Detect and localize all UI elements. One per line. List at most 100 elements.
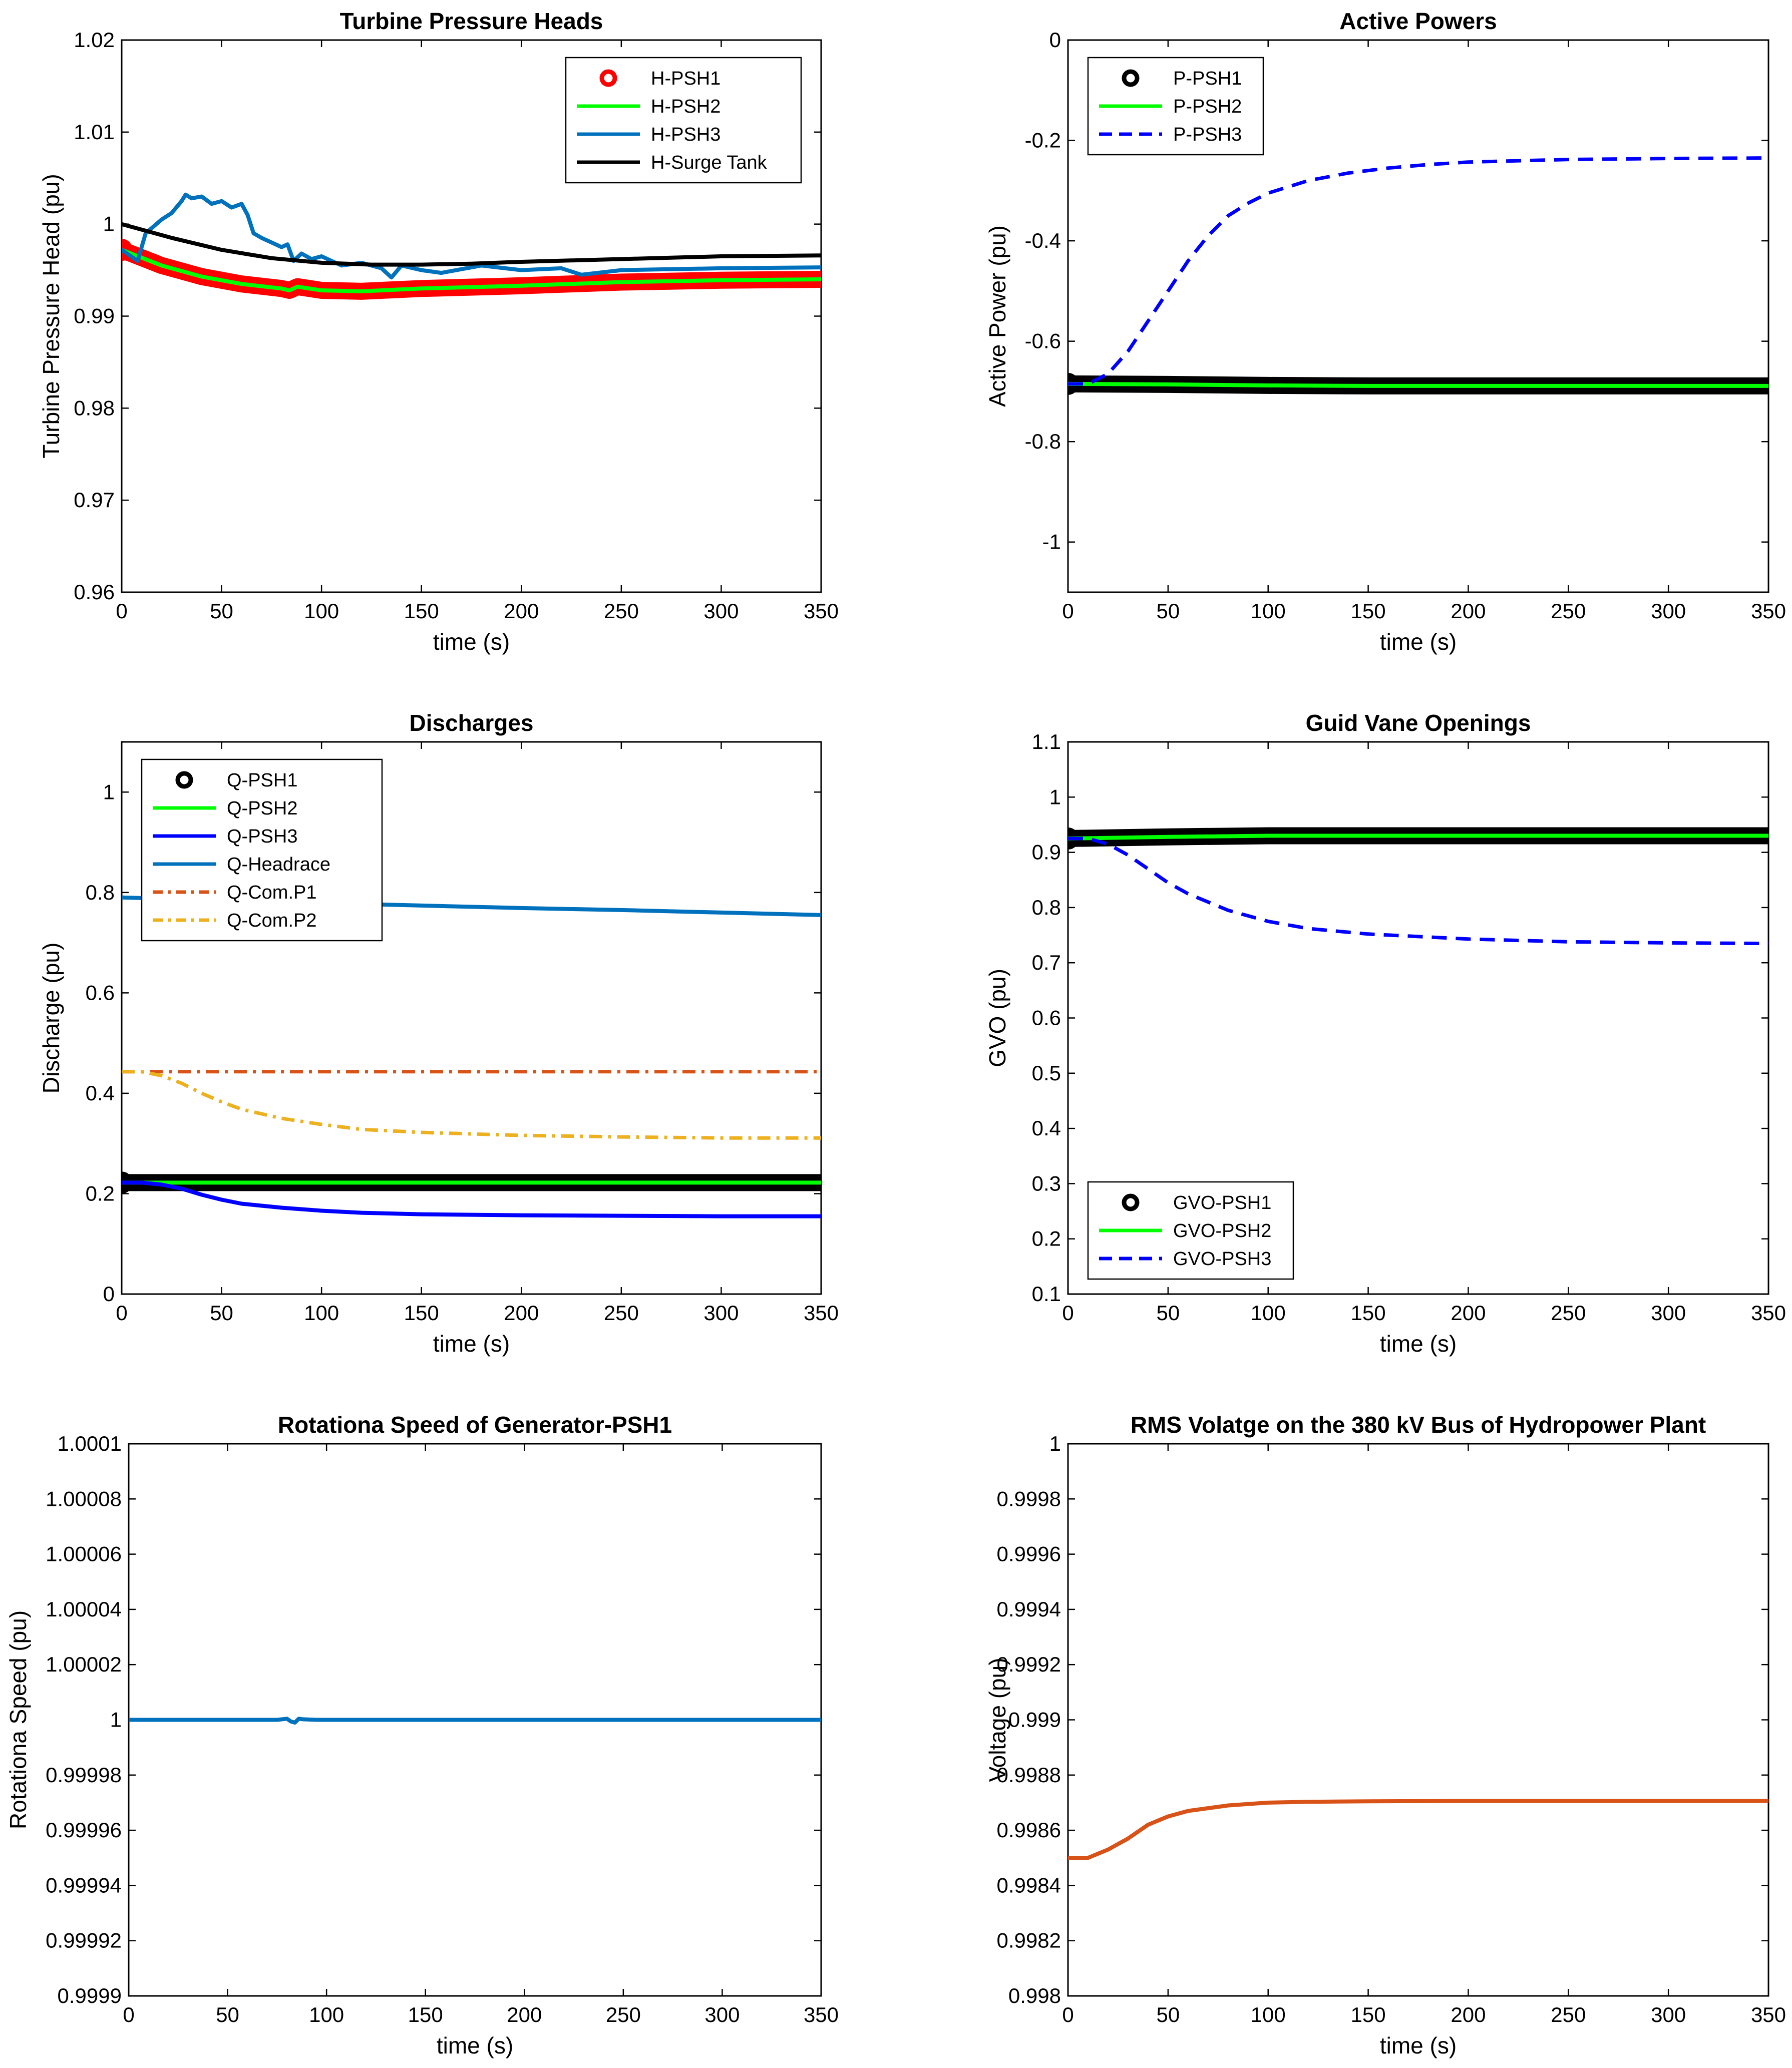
- x-axis-label: time (s): [433, 1331, 510, 1357]
- y-axis-label: Active Power (pu): [984, 225, 1010, 407]
- y-tick-label: 0.7: [1032, 951, 1061, 974]
- series-gvo-psh2-line: [1068, 834, 1768, 841]
- series-1-line: [1068, 1799, 1768, 1860]
- x-tick-label: 0: [1062, 1301, 1073, 1325]
- x-tick-label: 0: [1062, 2003, 1073, 2026]
- series-q-psh3-line: [122, 1180, 821, 1218]
- series-h-surge-tank-line: [122, 222, 821, 267]
- series-h-psh3-line: [122, 192, 821, 280]
- legend-label-p-psh2: P-PSH2: [1173, 96, 1242, 117]
- y-tick-label: 0.8: [86, 881, 115, 904]
- legend-label-gvo-psh1: GVO-PSH1: [1173, 1192, 1271, 1213]
- x-tick-label: 100: [1251, 599, 1286, 623]
- y-tick-label: 0.998: [1008, 1984, 1061, 2007]
- y-tick-label: 0.96: [74, 580, 115, 604]
- legend-label-q-psh2: Q-PSH2: [227, 798, 297, 819]
- x-tick-label: 0: [123, 2003, 134, 2026]
- x-tick-label: 350: [804, 2003, 839, 2026]
- x-tick-label: 300: [704, 2003, 740, 2026]
- y-tick-label: -1: [1042, 530, 1061, 554]
- y-tick-label: 0.9992: [997, 1652, 1061, 1676]
- y-tick-label: 0.98: [74, 396, 115, 420]
- y-tick-label: 0.9998: [997, 1487, 1061, 1510]
- y-tick-label: 0.6: [1032, 1006, 1061, 1030]
- chart-title: Discharges: [409, 710, 533, 736]
- y-tick-label: 0.999: [1008, 1708, 1061, 1732]
- legend: Q-PSH1 Q-PSH2 Q-PSH3 Q-Headrace Q-Com.P1 Q-Co…: [141, 758, 383, 942]
- legend-label-q-com-p1: Q-Com.P1: [227, 882, 316, 903]
- legend-swatch-h-psh1: [599, 69, 617, 87]
- x-axis-label: time (s): [433, 629, 510, 655]
- x-tick-label: 200: [504, 599, 539, 623]
- y-tick-label: -0.4: [1025, 229, 1061, 252]
- y-tick-label: 0.9999: [58, 1984, 122, 2007]
- legend-label-h-surge-tank: H-Surge Tank: [651, 152, 768, 173]
- y-axis-label: Discharge (pu): [38, 943, 64, 1094]
- series-group: [1068, 1799, 1768, 1860]
- y-tick-label: 0.2: [86, 1181, 115, 1205]
- y-tick-label: 0.1: [1032, 1282, 1061, 1306]
- legend-swatch-gvo-psh1: [1122, 1193, 1140, 1211]
- y-tick-label: 0.5: [1032, 1061, 1061, 1085]
- x-tick-label: 50: [1156, 1301, 1180, 1325]
- x-tick-label: 150: [404, 599, 439, 623]
- y-tick-label: 1: [1049, 785, 1061, 808]
- chart-title: Active Powers: [1339, 8, 1497, 34]
- x-tick-label: 50: [210, 1301, 233, 1325]
- x-tick-label: 350: [1751, 1301, 1786, 1325]
- x-tick-label: 50: [1156, 599, 1180, 623]
- x-tick-label: 250: [1551, 2003, 1586, 2026]
- series-q-com-p2-line: [122, 1070, 821, 1140]
- x-tick-label: 150: [1351, 2003, 1386, 2026]
- legend-label-gvo-psh2: GVO-PSH2: [1173, 1220, 1271, 1242]
- y-tick-label: -0.2: [1025, 129, 1061, 152]
- x-tick-label: 250: [1551, 1301, 1586, 1325]
- series-h-psh1-marker: [122, 239, 133, 261]
- y-tick-label: 1.1: [1032, 730, 1061, 753]
- chart-title: Guid Vane Openings: [1306, 710, 1531, 736]
- series-1-line: [129, 1717, 821, 1725]
- x-tick-label: 150: [1351, 599, 1386, 623]
- legend-label-gvo-psh3: GVO-PSH3: [1173, 1249, 1271, 1270]
- chart-4: Guid Vane Openings 0 50 100 150 200 250 300 350 0…: [984, 710, 1786, 1357]
- chart-1: Turbine Pressure Heads 0 50 100 150 200 250 300…: [38, 8, 839, 655]
- x-tick-label: 350: [804, 1301, 839, 1325]
- y-axis-label: Rotationa Speed (pu): [5, 1610, 31, 1829]
- y-tick-label: 0.8: [1032, 896, 1061, 919]
- y-tick-label: 0.9996: [997, 1542, 1061, 1566]
- y-tick-label: 0.4: [86, 1081, 115, 1105]
- series-h-psh2-line: [122, 248, 821, 293]
- y-tick-label: 1: [110, 1708, 122, 1732]
- legend-swatch-q-psh1: [175, 771, 193, 789]
- x-tick-label: 200: [504, 1301, 539, 1325]
- x-tick-label: 250: [604, 1301, 639, 1325]
- legend-label-q-com-p2: Q-Com.P2: [227, 910, 316, 931]
- x-tick-label: 300: [703, 599, 739, 623]
- series-group: [122, 192, 821, 300]
- x-tick-label: 100: [304, 1301, 339, 1325]
- y-tick-label: 1.00006: [46, 1542, 122, 1566]
- legend-box: [141, 758, 383, 942]
- y-tick-label: 0.99: [74, 304, 115, 328]
- y-tick-label: 0.9986: [997, 1818, 1061, 1842]
- y-tick-label: 1.00008: [46, 1487, 122, 1510]
- x-tick-label: 200: [1451, 599, 1486, 623]
- legend: H-PSH1 H-PSH2 H-PSH3 H-Surge Tank: [565, 57, 802, 184]
- x-tick-label: 150: [408, 2003, 443, 2026]
- x-tick-label: 0: [116, 1301, 127, 1325]
- x-tick-label: 200: [1451, 1301, 1486, 1325]
- y-tick-label: 1: [103, 212, 115, 236]
- x-tick-label: 150: [1351, 1301, 1386, 1325]
- x-tick-label: 300: [703, 1301, 739, 1325]
- y-tick-label: 0.6: [86, 981, 115, 1004]
- series-p-psh3-line: [1068, 156, 1768, 386]
- y-tick-label: 0: [103, 1282, 115, 1306]
- series-p-psh2-line: [1068, 381, 1768, 388]
- legend-label-q-psh1: Q-PSH1: [227, 770, 297, 791]
- legend-label-h-psh3: H-PSH3: [651, 124, 721, 145]
- x-tick-label: 50: [210, 599, 233, 623]
- x-tick-label: 50: [216, 2003, 239, 2026]
- y-tick-label: 0.9994: [997, 1597, 1061, 1621]
- series-group: [1068, 156, 1768, 395]
- y-tick-label: 0.97: [74, 488, 115, 512]
